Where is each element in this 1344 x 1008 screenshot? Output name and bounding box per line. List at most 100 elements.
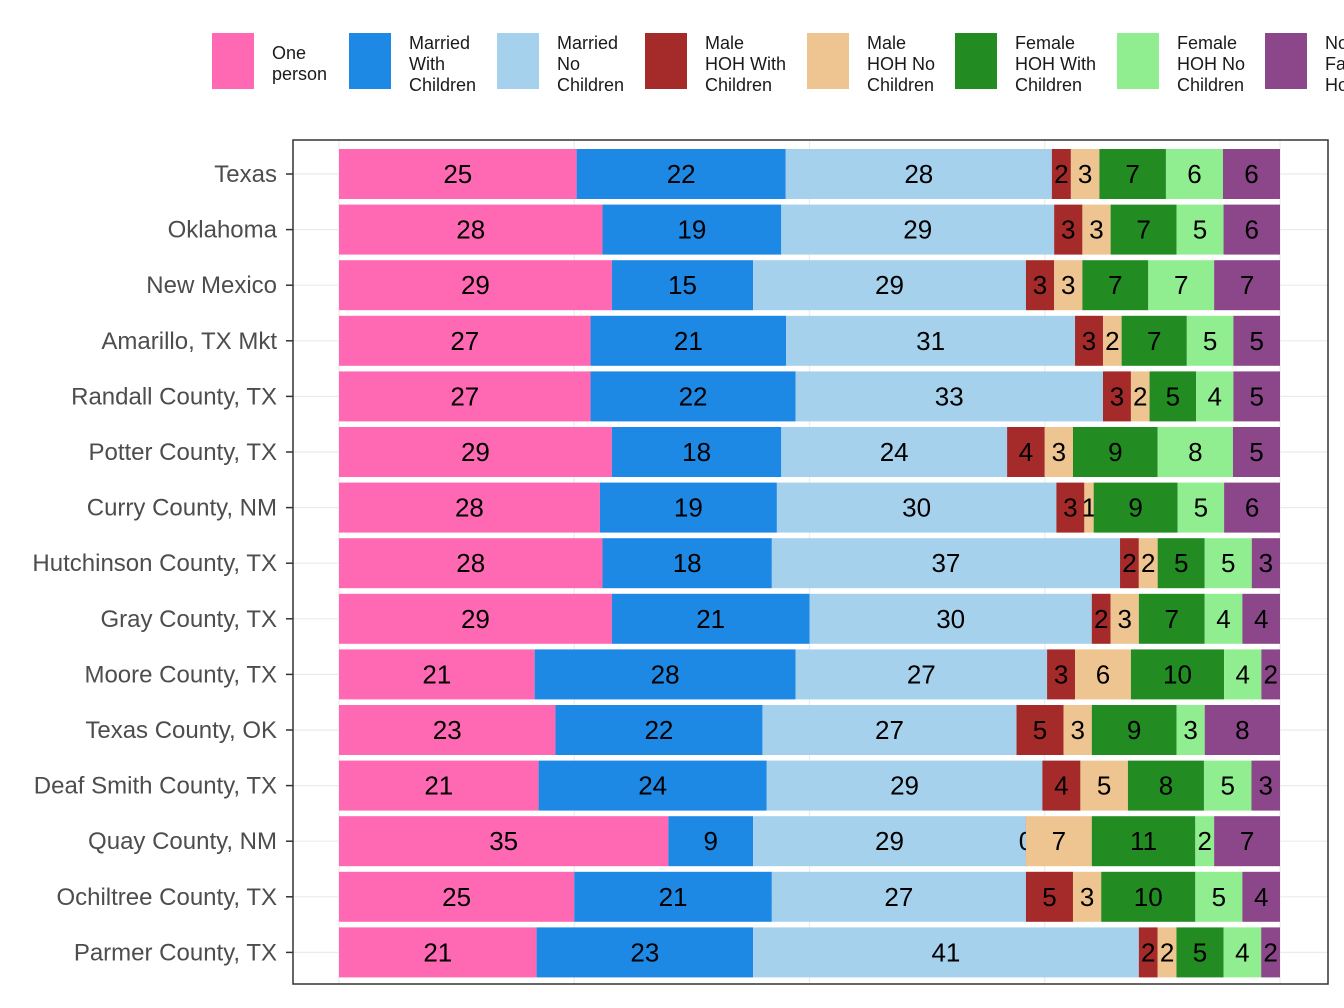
bar-segment-male-hoh-no-children xyxy=(1082,204,1111,255)
bar-segment-married-with-children xyxy=(590,315,787,366)
data-label: 3 xyxy=(1078,159,1092,189)
y-tick-label: Texas xyxy=(214,161,277,188)
bar-row-hutchinson-county-tx: 28 18 37 2 2 5 5 3 xyxy=(339,538,1280,589)
data-label: 10 xyxy=(1163,659,1192,689)
bar-segment-male-hoh-with-children xyxy=(1138,927,1158,978)
bar-segment-one-person xyxy=(339,705,556,755)
data-label: 28 xyxy=(456,548,485,578)
data-label: 3 xyxy=(1080,882,1094,912)
data-label: 27 xyxy=(884,882,913,912)
data-label: 2 xyxy=(1054,159,1068,189)
bar-segment-male-hoh-with-children xyxy=(1025,260,1055,311)
data-label: 5 xyxy=(1174,548,1188,578)
bar-segment-one-person xyxy=(339,538,603,589)
bar-segment-married-with-children xyxy=(611,427,782,477)
bar-segment-one-person xyxy=(339,871,575,922)
data-label: 3 xyxy=(1061,215,1075,245)
bar-segment-married-with-children xyxy=(576,149,786,199)
y-tick-label: Deaf Smith County, TX xyxy=(34,773,277,800)
bar-segment-female-hoh-with-children xyxy=(1093,482,1178,533)
bar-segment-female-hoh-with-children xyxy=(1138,593,1205,644)
bar-segment-one-person xyxy=(339,649,535,700)
legend-label: Female xyxy=(1177,33,1237,53)
bar-segment-female-hoh-no-children xyxy=(1204,538,1252,589)
data-label: 7 xyxy=(1052,826,1066,856)
data-label: 29 xyxy=(890,771,919,801)
bar-segment-male-hoh-no-children xyxy=(1138,538,1158,589)
data-label: 28 xyxy=(651,659,680,689)
legend: OnepersonMarriedWithChildrenMarriedNoChi… xyxy=(212,33,1344,95)
bar-segment-male-hoh-with-children xyxy=(1016,705,1064,755)
data-label: 6 xyxy=(1245,493,1259,523)
bar-segment-male-hoh-with-children xyxy=(1054,204,1083,255)
bar-segment-married-with-children xyxy=(602,204,782,255)
legend-swatch xyxy=(807,33,849,89)
bar-segment-female-hoh-no-children xyxy=(1204,593,1243,644)
data-label: 3 xyxy=(1118,604,1132,634)
y-tick-label: Randall County, TX xyxy=(71,383,277,410)
y-axis: Texas Oklahoma New Mexico Amarillo, TX Mkt R… xyxy=(32,161,293,966)
bar-segment-female-hoh-with-children xyxy=(1121,315,1187,366)
bar-segment-married-no-children xyxy=(809,593,1092,644)
data-label: 5 xyxy=(1221,548,1235,578)
data-label: 41 xyxy=(931,937,960,967)
plot-border xyxy=(292,139,1329,985)
bar-segment-one-person xyxy=(339,149,577,199)
bar-segment-male-hoh-no-children xyxy=(1110,593,1139,644)
data-label: 5 xyxy=(1033,715,1047,745)
bar-segment-one-person xyxy=(339,927,537,978)
bar-segment-female-hoh-no-children xyxy=(1176,204,1224,255)
bar-segment-male-hoh-with-children xyxy=(1051,149,1071,199)
data-label: 9 xyxy=(1128,493,1142,523)
legend-label: HOH No xyxy=(1177,54,1245,74)
data-label: 2 xyxy=(1263,659,1277,689)
bar-segment-one-person xyxy=(339,260,612,311)
bar-segment-male-hoh-with-children xyxy=(1025,871,1073,922)
bar-segment-married-with-children xyxy=(611,260,754,311)
data-label: 8 xyxy=(1159,771,1173,801)
bar-segment-female-hoh-with-children xyxy=(1149,371,1197,422)
bar-segment-female-hoh-with-children xyxy=(1101,871,1196,922)
bar-segment-female-hoh-no-children xyxy=(1195,871,1243,922)
data-label: 6 xyxy=(1244,159,1258,189)
legend-label: Ho xyxy=(1325,75,1344,95)
bar-segment-male-hoh-with-children xyxy=(1091,593,1111,644)
bar-segment-non-family-ho xyxy=(1214,260,1280,311)
bar-segment-male-hoh-no-children xyxy=(1080,760,1128,811)
data-label: 4 xyxy=(1235,937,1249,967)
bar-segment-married-with-children xyxy=(536,927,754,978)
data-label: 4 xyxy=(1254,604,1268,634)
data-label: 5 xyxy=(1249,381,1263,411)
data-label: 7 xyxy=(1136,215,1150,245)
data-label: 4 xyxy=(1019,437,1033,467)
legend-swatch xyxy=(955,33,997,89)
data-label: 18 xyxy=(682,437,711,467)
data-label: 24 xyxy=(638,771,667,801)
data-label: 6 xyxy=(1096,659,1110,689)
bar-segment-one-person xyxy=(339,482,600,533)
data-label: 5 xyxy=(1097,771,1111,801)
data-label: 9 xyxy=(1108,437,1122,467)
data-label: 3 xyxy=(1061,270,1075,300)
bar-row-new-mexico: 29 15 29 3 3 7 7 7 xyxy=(339,260,1280,311)
data-label: 7 xyxy=(1240,270,1254,300)
data-label: 5 xyxy=(1212,882,1226,912)
data-label: 4 xyxy=(1254,882,1268,912)
legend-swatch xyxy=(497,33,539,89)
legend-label: HOH No xyxy=(867,54,935,74)
data-label: 9 xyxy=(1127,715,1141,745)
bar-segment-married-with-children xyxy=(574,871,772,922)
legend-label: HOH With xyxy=(1015,54,1096,74)
bar-segment-female-hoh-no-children xyxy=(1176,705,1205,755)
data-label: 22 xyxy=(644,715,673,745)
data-label: 2 xyxy=(1141,937,1155,967)
data-label: 15 xyxy=(668,270,697,300)
data-label: 28 xyxy=(455,493,484,523)
bar-segment-married-with-children xyxy=(599,482,777,533)
bar-segment-married-no-children xyxy=(785,149,1052,199)
y-tick-label: Hutchinson County, TX xyxy=(32,550,277,577)
legend-label: Female xyxy=(1015,33,1075,53)
